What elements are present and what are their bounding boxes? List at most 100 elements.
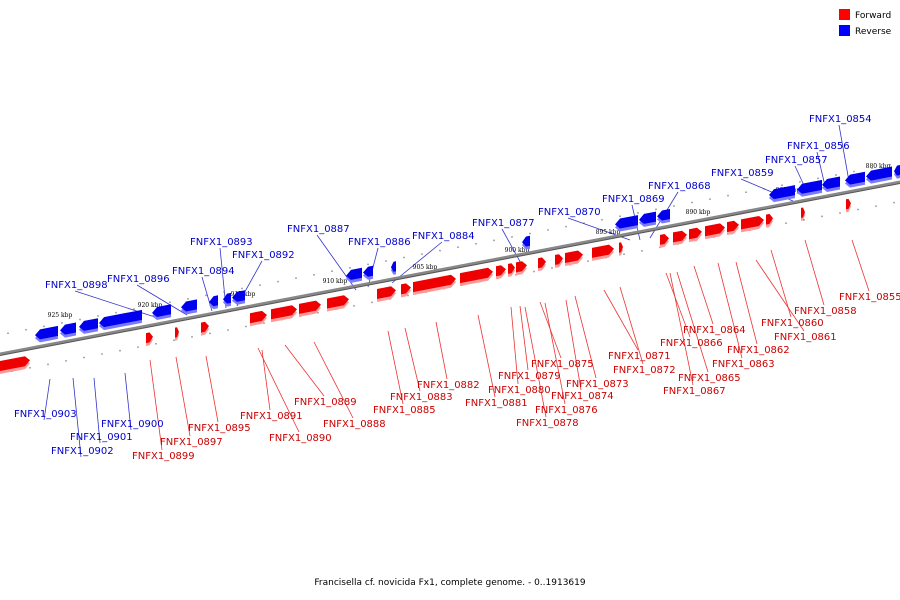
gene-label-fnfx1-0861[interactable]: FNFX1_0861 [774, 332, 837, 343]
gene-label-fnfx1-0893[interactable]: FNFX1_0893 [190, 237, 253, 248]
gene-label-fnfx1-0896[interactable]: FNFX1_0896 [107, 274, 170, 285]
label-leader-line [676, 271, 709, 373]
label-leader-line [477, 314, 496, 398]
label-leader-line [261, 349, 271, 411]
reverse-gene-arrow [822, 176, 840, 189]
gene-label-fnfx1-0887[interactable]: FNFX1_0887 [287, 224, 350, 235]
gene-label-fnfx1-0899[interactable]: FNFX1_0899 [132, 451, 195, 462]
gene-features [0, 165, 900, 374]
gene-label-fnfx1-0897[interactable]: FNFX1_0897 [160, 437, 223, 448]
gene-label-fnfx1-0857[interactable]: FNFX1_0857 [765, 155, 828, 166]
reverse-gene-arrow [522, 235, 530, 247]
forward-gene-arrow [592, 244, 614, 258]
gene-label-fnfx1-0876[interactable]: FNFX1_0876 [535, 405, 598, 416]
gene-label-fnfx1-0870[interactable]: FNFX1_0870 [538, 207, 601, 218]
gene-label-fnfx1-0885[interactable]: FNFX1_0885 [373, 405, 436, 416]
gene-label-fnfx1-0882[interactable]: FNFX1_0882 [417, 380, 480, 391]
gene-label-fnfx1-0859[interactable]: FNFX1_0859 [711, 168, 774, 179]
label-leader-line [717, 262, 743, 359]
forward-gene-arrow [516, 261, 527, 273]
label-leader-line [838, 124, 851, 188]
gene-label-fnfx1-0889[interactable]: FNFX1_0889 [294, 397, 357, 408]
forward-gene-arrow [146, 332, 153, 344]
reverse-gene-arrow [209, 295, 218, 307]
gene-label-fnfx1-0862[interactable]: FNFX1_0862 [727, 345, 790, 356]
genome-backbone-shadow [0, 183, 900, 356]
gene-label-fnfx1-0898[interactable]: FNFX1_0898 [45, 280, 108, 291]
forward-gene-arrow [660, 234, 669, 245]
gene-label-fnfx1-0856[interactable]: FNFX1_0856 [787, 141, 850, 152]
gene-label-fnfx1-0881[interactable]: FNFX1_0881 [465, 398, 528, 409]
label-leader-line [435, 321, 448, 380]
reverse-gene-arrow [35, 325, 58, 340]
gene-label-fnfx1-0863[interactable]: FNFX1_0863 [712, 359, 775, 370]
reverse-gene-arrow [615, 215, 638, 229]
kbp-tick-label: 920 kbp [138, 302, 163, 309]
label-leader-line [565, 299, 582, 391]
gene-label-fnfx1-0890[interactable]: FNFX1_0890 [269, 433, 332, 444]
gene-label-fnfx1-0903[interactable]: FNFX1_0903 [14, 409, 77, 420]
reverse-gene-arrow [181, 299, 197, 312]
forward-gene-arrow [741, 216, 764, 230]
gene-label-fnfx1-0871[interactable]: FNFX1_0871 [608, 351, 671, 362]
label-leader-line [619, 286, 644, 365]
label-leader-line [124, 372, 132, 431]
gene-label-fnfx1-0884[interactable]: FNFX1_0884 [412, 231, 475, 242]
gene-label-fnfx1-0855[interactable]: FNFX1_0855 [839, 292, 900, 303]
gene-label-fnfx1-0879[interactable]: FNFX1_0879 [498, 371, 561, 382]
label-leader-line [510, 306, 519, 385]
forward-gene-arrow [689, 227, 702, 240]
forward-gene-arrow [0, 356, 30, 371]
forward-gene-arrow [538, 257, 546, 269]
gene-label-fnfx1-0873[interactable]: FNFX1_0873 [566, 379, 629, 390]
gene-label-fnfx1-0892[interactable]: FNFX1_0892 [232, 250, 295, 261]
reverse-gene-arrow [769, 185, 795, 200]
label-leader-line [404, 327, 421, 392]
gene-label-fnfx1-0875[interactable]: FNFX1_0875 [531, 359, 594, 370]
reverse-gene-arrow [391, 261, 396, 272]
forward-gene-arrow [801, 207, 805, 218]
gene-label-fnfx1-0866[interactable]: FNFX1_0866 [660, 338, 723, 349]
label-leader-line [574, 295, 597, 379]
gene-label-fnfx1-0878[interactable]: FNFX1_0878 [516, 418, 579, 429]
reverse-gene-arrow [845, 171, 865, 185]
gene-label-fnfx1-0872[interactable]: FNFX1_0872 [613, 365, 676, 376]
gene-label-fnfx1-0891[interactable]: FNFX1_0891 [240, 411, 303, 422]
legend-forward-swatch [839, 9, 850, 20]
gene-label-fnfx1-0888[interactable]: FNFX1_0888 [323, 419, 386, 430]
gene-label-fnfx1-0869[interactable]: FNFX1_0869 [602, 194, 665, 205]
reverse-gene-arrow [152, 304, 171, 317]
label-leader-line [544, 302, 566, 405]
gene-label-fnfx1-0865[interactable]: FNFX1_0865 [678, 373, 741, 384]
label-leader-line [74, 290, 159, 319]
forward-gene-arrow [673, 230, 687, 243]
gene-label-fnfx1-0901[interactable]: FNFX1_0901 [70, 432, 133, 443]
gene-label-fnfx1-0877[interactable]: FNFX1_0877 [472, 218, 535, 229]
kbp-tick-label: 905 kbp [413, 264, 438, 271]
reverse-gene-arrow [60, 322, 76, 335]
gene-label-fnfx1-0874[interactable]: FNFX1_0874 [551, 391, 614, 402]
gene-label-fnfx1-0867[interactable]: FNFX1_0867 [663, 386, 726, 397]
gene-label-fnfx1-0902[interactable]: FNFX1_0902 [51, 446, 114, 457]
gene-label-fnfx1-0894[interactable]: FNFX1_0894 [172, 266, 235, 277]
label-leader-line [72, 377, 82, 458]
gene-label-fnfx1-0883[interactable]: FNFX1_0883 [390, 392, 453, 403]
forward-gene-arrow [175, 327, 179, 338]
gene-label-fnfx1-0860[interactable]: FNFX1_0860 [761, 318, 824, 329]
gene-label-fnfx1-0900[interactable]: FNFX1_0900 [101, 419, 164, 430]
gene-label-fnfx1-0895[interactable]: FNFX1_0895 [188, 423, 251, 434]
gene-label-fnfx1-0868[interactable]: FNFX1_0868 [648, 181, 711, 192]
kbp-tick-label: 900 kbp [505, 247, 530, 254]
gene-label-fnfx1-0854[interactable]: FNFX1_0854 [809, 114, 872, 125]
label-leader-line [804, 239, 825, 306]
gene-label-fnfx1-0858[interactable]: FNFX1_0858 [794, 306, 857, 317]
label-leader-line [519, 305, 529, 371]
gene-label-fnfx1-0886[interactable]: FNFX1_0886 [348, 237, 411, 248]
forward-gene-arrow [705, 223, 725, 237]
gene-label-fnfx1-0864[interactable]: FNFX1_0864 [683, 325, 746, 336]
gene-label-fnfx1-0880[interactable]: FNFX1_0880 [488, 385, 551, 396]
label-leader-line [669, 272, 694, 386]
